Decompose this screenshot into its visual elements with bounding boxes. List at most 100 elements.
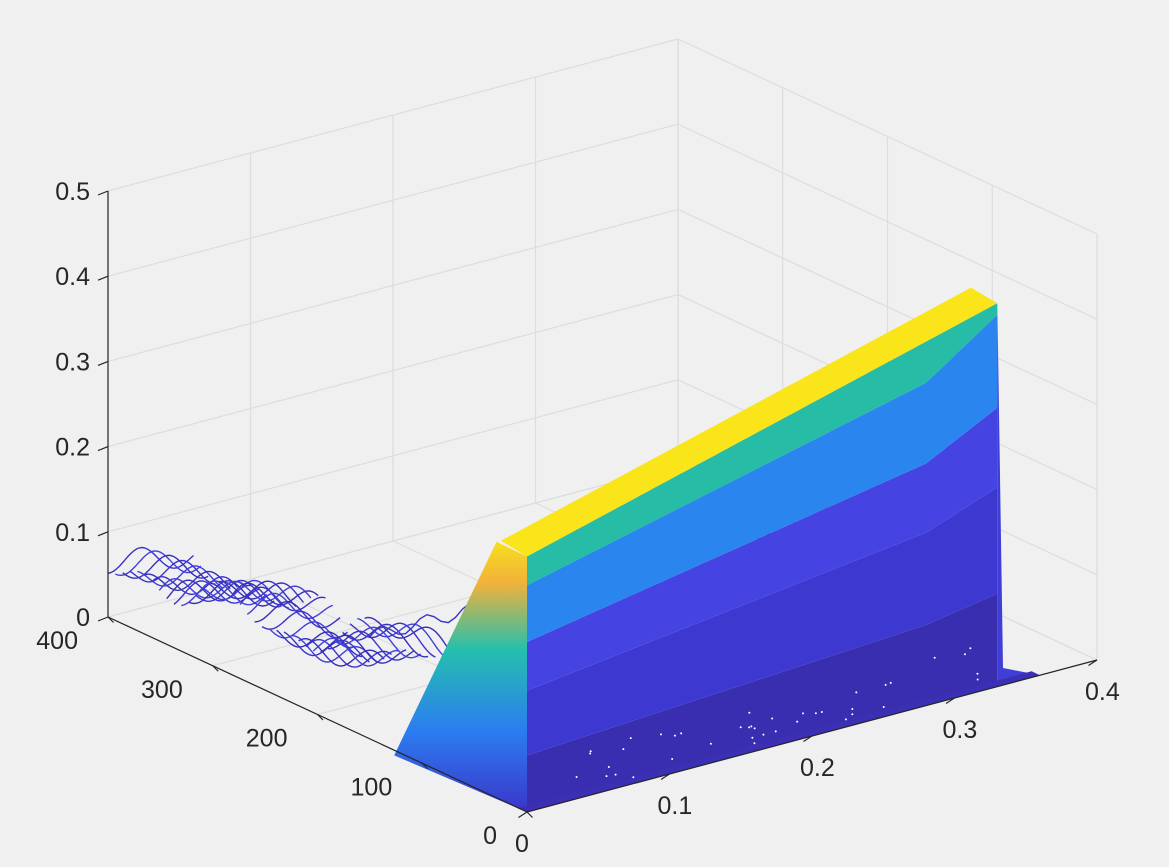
mesh-dot xyxy=(753,742,756,745)
mesh-dot xyxy=(802,712,805,715)
mesh-dot xyxy=(748,726,751,729)
plateau-band-3 xyxy=(527,314,998,642)
mesh-dot xyxy=(739,726,742,729)
mesh-dot xyxy=(844,718,847,721)
x-tick-label-0: 0 xyxy=(515,830,529,858)
grid-line-y-floor-4 xyxy=(107,464,679,618)
mesh-dot xyxy=(851,708,854,711)
mesh-dot xyxy=(889,681,892,684)
y-tick-label-3: 300 xyxy=(141,676,183,704)
z-tick-4 xyxy=(97,275,109,281)
z-tick-label-2: 0.2 xyxy=(55,434,90,462)
mesh-dot xyxy=(622,748,625,751)
mesh-dot xyxy=(671,757,674,760)
mesh-dot xyxy=(673,734,676,737)
x-tick-2 xyxy=(803,735,813,743)
wave-mesh-line-10 xyxy=(181,580,268,607)
mesh-dot xyxy=(814,712,817,715)
y-tick-1 xyxy=(421,762,429,770)
y-tick-label-0: 0 xyxy=(483,822,497,850)
tick-labels: 00.10.20.30.4010020030040000.10.20.30.40… xyxy=(36,178,1120,858)
mesh-dot xyxy=(976,678,979,681)
axes xyxy=(97,190,1098,819)
wave-mesh-line-2 xyxy=(122,554,209,579)
plateau-floor-strip xyxy=(518,671,1040,812)
grid-line-z-right-3 xyxy=(677,208,1098,405)
x-tick-4 xyxy=(1088,659,1098,667)
z-tick-label-1: 0.1 xyxy=(55,519,90,547)
z-tick-label-4: 0.4 xyxy=(55,263,90,291)
mesh-dot xyxy=(884,683,887,686)
mesh-dot xyxy=(750,725,753,728)
plateau-top-face xyxy=(500,287,998,557)
plateau-band-4 xyxy=(527,303,998,586)
wave-mesh-line-35 xyxy=(364,616,451,652)
wave-mesh-line-1 xyxy=(115,550,202,577)
z-tick-1 xyxy=(97,531,109,537)
z-tick-label-5: 0.5 xyxy=(55,178,90,206)
mesh-dot xyxy=(589,752,592,755)
wave-mesh-line-17 xyxy=(232,582,319,606)
y-tick-label-1: 100 xyxy=(351,773,393,801)
wave-mesh-line-20 xyxy=(254,601,341,629)
x-tick-label-3: 0.3 xyxy=(943,716,978,744)
x-tick-3 xyxy=(945,697,955,705)
grid-line-z-left-4 xyxy=(107,123,679,277)
plateau-band-0 xyxy=(527,593,998,812)
mesh-dot xyxy=(607,765,610,768)
mesh-dot xyxy=(969,647,972,650)
y-tick-label-2: 200 xyxy=(246,725,288,753)
z-tick-0 xyxy=(97,616,109,622)
wave-mesh-line-19 xyxy=(246,592,334,620)
y-tick-0 xyxy=(526,811,533,818)
mesh-dot xyxy=(796,720,799,723)
grid-line-z-right-5 xyxy=(677,38,1098,235)
x-tick-0 xyxy=(518,811,528,819)
mesh-dot xyxy=(963,653,966,656)
mesh-dot xyxy=(709,742,712,745)
grid-line-z-right-4 xyxy=(677,123,1098,320)
wave-mesh-line-23 xyxy=(276,629,363,658)
grid-line-z-left-5 xyxy=(107,38,679,192)
y-tick-4 xyxy=(107,616,114,623)
mesh-dot xyxy=(748,711,751,714)
wave-mesh-line-27 xyxy=(305,639,392,668)
grid-line-z-left-3 xyxy=(107,208,679,362)
plateau-surface xyxy=(394,287,1040,812)
plateau-left-wall xyxy=(394,541,527,812)
mesh-dot xyxy=(753,727,756,730)
z-tick-3 xyxy=(97,360,109,366)
wave-mesh-line-6 xyxy=(151,576,239,596)
mesh-dot xyxy=(632,776,635,779)
y-tick-label-4: 400 xyxy=(36,627,78,655)
wave-mesh-line-15 xyxy=(217,580,305,603)
mesh-dot xyxy=(933,656,936,659)
mesh-dot xyxy=(589,750,592,753)
plateau-band-1 xyxy=(527,487,998,756)
mesh-dot xyxy=(774,730,777,733)
wave-mesh-line-34 xyxy=(357,617,444,656)
mesh-dot xyxy=(605,775,608,778)
mesh-dot xyxy=(614,773,617,776)
mesh-dot xyxy=(771,717,774,720)
wave-mesh-line-16 xyxy=(224,580,312,602)
grid-line-z-left-2 xyxy=(107,294,679,448)
z-tick-2 xyxy=(97,446,109,452)
y-tick-2 xyxy=(317,714,324,721)
wave-mesh-line-32 xyxy=(342,623,429,658)
mesh-dot xyxy=(855,691,858,694)
wave-mesh-line-4 xyxy=(137,565,224,589)
mesh-dot xyxy=(820,710,823,713)
wave-mesh-line-18 xyxy=(239,586,326,612)
mesh-dot xyxy=(976,672,979,675)
z-tick-label-3: 0.3 xyxy=(55,348,90,376)
mesh-dot xyxy=(629,737,632,740)
plateau-right-edge xyxy=(997,303,1040,687)
wave-mesh-line-25 xyxy=(291,634,378,663)
mesh-dot xyxy=(659,733,662,736)
x-tick-label-2: 0.2 xyxy=(800,754,835,782)
mesh-dot xyxy=(751,736,754,739)
plateau-band-2 xyxy=(527,407,998,691)
